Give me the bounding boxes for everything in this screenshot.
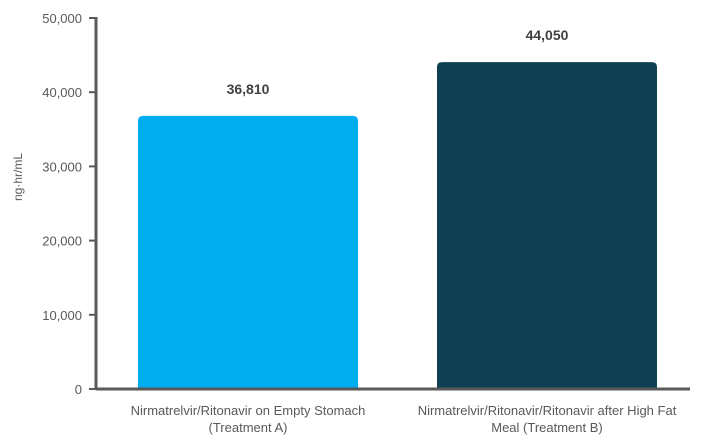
y-tick-label: 40,000: [42, 85, 82, 100]
category-labels: Nirmatrelvir/Ritonavir on Empty Stomach (…: [131, 403, 677, 435]
category-label: (Treatment A): [209, 420, 288, 435]
category-label: Nirmatrelvir/Ritonavir/Ritonavir after H…: [418, 403, 677, 418]
y-tick-label: 0: [75, 382, 82, 397]
category-label: Meal (Treatment B): [491, 420, 603, 435]
bar-treatment-b: [437, 62, 657, 389]
y-tick-label: 50,000: [42, 11, 82, 26]
data-label: 44,050: [526, 27, 569, 43]
category-label: Nirmatrelvir/Ritonavir on Empty Stomach: [131, 403, 366, 418]
y-axis-ticks: 0 10,000 20,000 30,000 40,000 50,000: [42, 11, 96, 397]
bar-treatment-a: [138, 116, 358, 389]
y-tick-label: 30,000: [42, 159, 82, 174]
data-label: 36,810: [227, 81, 270, 97]
y-tick-label: 20,000: [42, 234, 82, 249]
y-tick-label: 10,000: [42, 308, 82, 323]
bars: [138, 62, 657, 389]
y-axis-label: ng·hr/mL: [11, 153, 25, 201]
